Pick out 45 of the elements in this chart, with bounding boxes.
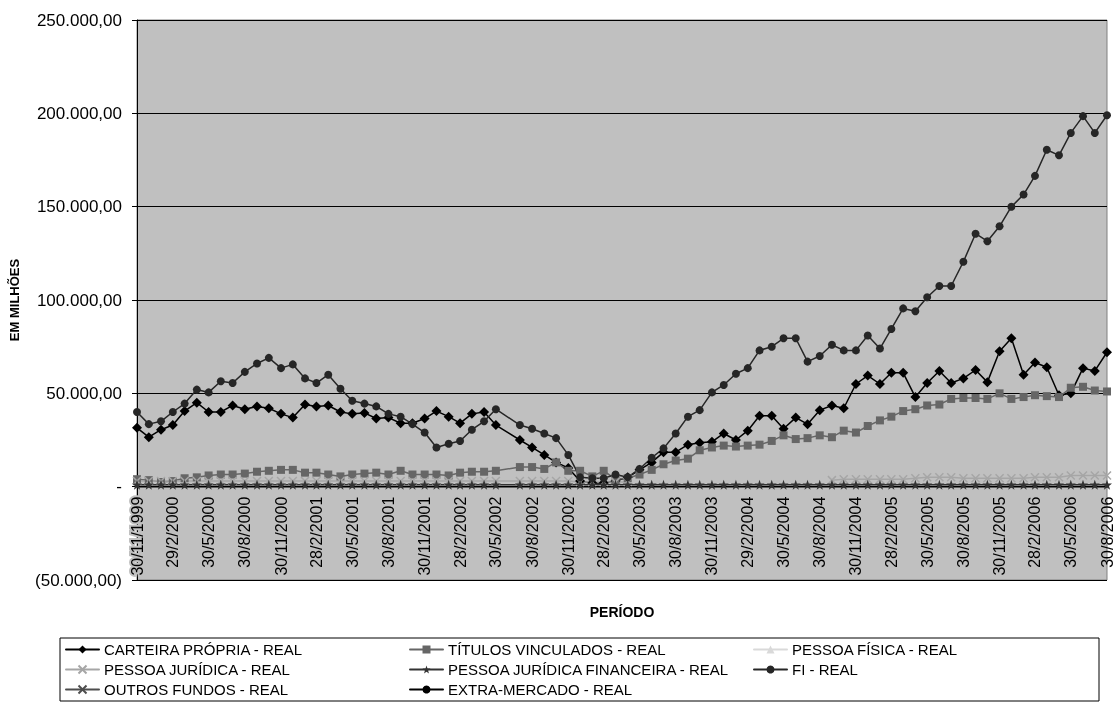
y-tick-label: (50.000,00) <box>35 570 122 590</box>
legend-label: CARTEIRA PRÓPRIA - REAL <box>104 641 303 658</box>
y-tick-label: 50.000,00 <box>46 383 122 403</box>
legend-label: TÍTULOS VINCULADOS - REAL <box>448 641 666 658</box>
x-tick-label: 30/8/2000 <box>236 496 254 568</box>
x-tick-label: 30/11/2005 <box>991 496 1009 576</box>
x-tick-label: 30/5/2001 <box>343 496 361 568</box>
x-tick-label: 28/2/2002 <box>451 496 469 568</box>
y-axis-title: EM MILHÕES <box>7 258 22 342</box>
legend-label: OUTROS FUNDOS - REAL <box>104 681 289 698</box>
x-tick-label: 30/8/2001 <box>379 496 397 568</box>
x-tick-label: 30/11/2001 <box>416 496 434 576</box>
legend-label: EXTRA-MERCADO - REAL <box>448 681 633 698</box>
legend-label: PESSOA JURÍDICA - REAL <box>104 661 290 678</box>
x-tick-label: 30/5/2000 <box>200 496 218 568</box>
y-tick-label: - <box>116 477 122 497</box>
x-tick-label: 30/11/2000 <box>272 496 290 576</box>
x-tick-label: 30/8/2004 <box>811 496 829 568</box>
x-tick-label: 29/2/2004 <box>739 496 757 568</box>
x-tick-label: 30/5/2002 <box>487 496 505 568</box>
x-tick-label: 28/2/2001 <box>307 496 325 568</box>
x-tick-label: 30/8/2003 <box>667 496 685 568</box>
x-tick-label: 30/8/2002 <box>523 496 541 568</box>
x-tick-label: 30/5/2004 <box>775 496 793 568</box>
x-tick-label: 30/5/2003 <box>631 496 649 568</box>
legend-label: PESSOA FÍSICA - REAL <box>792 641 958 658</box>
x-tick-label: 28/2/2006 <box>1026 496 1044 568</box>
x-tick-label: 30/5/2005 <box>918 496 936 568</box>
x-tick-label: 28/2/2005 <box>882 496 900 568</box>
x-tick-label: 30/5/2006 <box>1062 496 1080 568</box>
x-tick-label: 30/8/2006 <box>1098 496 1116 568</box>
x-tick-label: 28/2/2003 <box>595 496 613 568</box>
y-tick-label: 200.000,00 <box>36 103 122 123</box>
x-tick-label: 30/11/2002 <box>559 496 577 576</box>
x-axis-title: PERÍODO <box>589 603 655 620</box>
legend-label: FI - REAL <box>792 661 858 678</box>
x-tick-label: 29/2/2000 <box>164 496 182 568</box>
y-tick-label: 150.000,00 <box>36 197 122 217</box>
x-tick-label: 30/11/2003 <box>703 496 721 576</box>
y-tick-label: 250.000,00 <box>36 10 122 30</box>
legend-label: PESSOA JURÍDICA FINANCEIRA - REAL <box>448 661 729 678</box>
x-tick-label: 30/11/1999 <box>128 496 146 576</box>
y-tick-label: 100.000,00 <box>36 290 122 310</box>
x-tick-label: 30/11/2004 <box>847 496 865 576</box>
x-tick-label: 30/8/2005 <box>954 496 972 568</box>
